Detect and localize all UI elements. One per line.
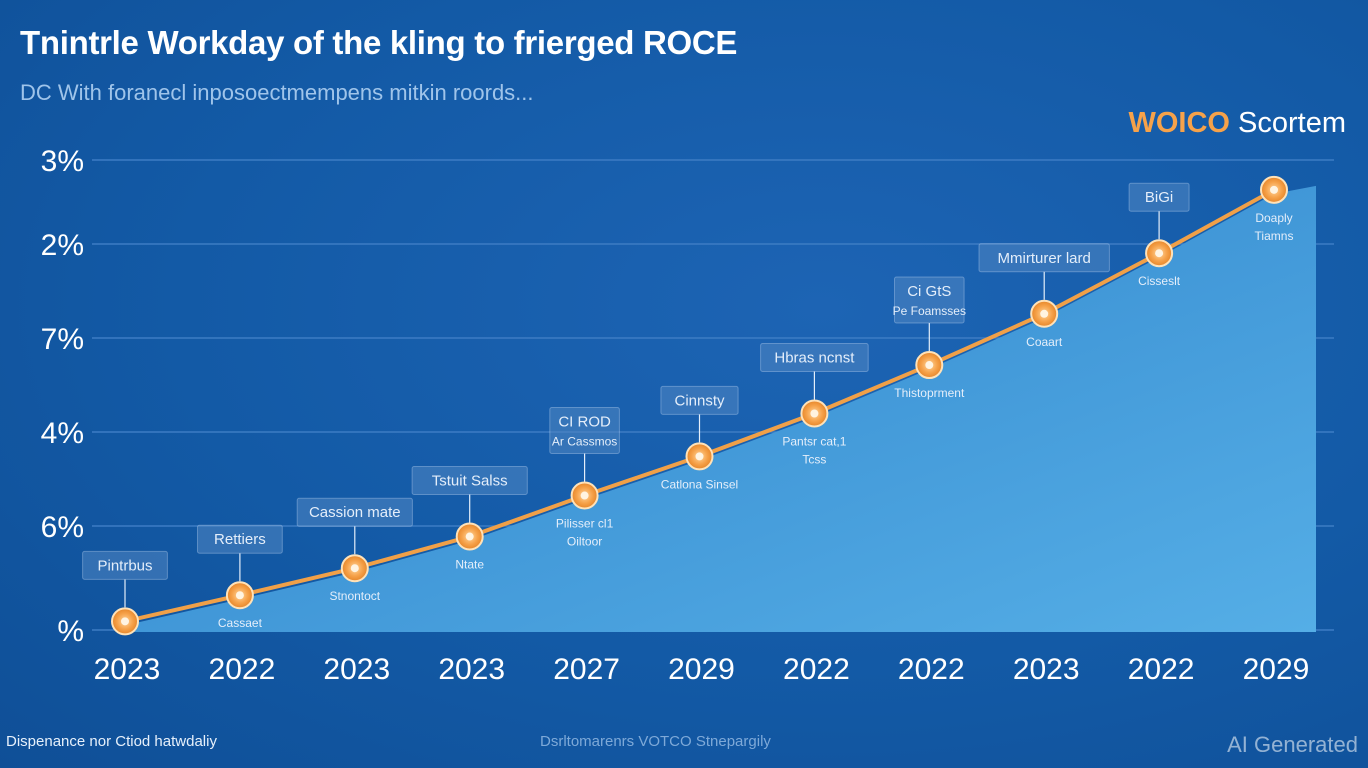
x-tick-label: 2027 (553, 653, 620, 686)
x-tick-label: 2029 (1243, 653, 1310, 686)
data-point-center (1040, 309, 1049, 318)
annotation-box (894, 276, 965, 324)
annotation-below-label: Thistoprment (894, 386, 965, 400)
annotation-below-label: Doaply (1255, 211, 1292, 225)
data-point-center (695, 452, 704, 461)
annotation-box-sublabel: Ar Cassmos (552, 435, 617, 449)
y-tick-label: 7% (41, 323, 84, 356)
data-point-center (465, 532, 474, 541)
chart-legend: WOICO Scortem (1128, 107, 1346, 140)
data-point-center (235, 591, 244, 600)
y-tick-label: % (57, 615, 84, 648)
annotation-box (82, 550, 168, 580)
x-tick-label: 2029 (668, 653, 735, 686)
annotation-box-label: Cinnsty (674, 392, 725, 409)
annotation-box-label: Ci GtS (907, 283, 951, 300)
data-point-center (121, 617, 129, 626)
x-tick-label: 2023 (1013, 653, 1080, 686)
annotation-below-label: Pilisser cl1 (556, 517, 614, 531)
annotations-group: Pintrbus Rettiers Cassaet Cassion mate Stnon… (82, 182, 1294, 630)
data-point-center (1155, 249, 1164, 258)
annotation-box-label: Hbras ncnst (774, 350, 855, 367)
chart-title: Tnintrle Workday of the kling to frierge… (20, 24, 738, 61)
data-point-center (925, 361, 934, 370)
annotation-box (197, 524, 283, 554)
x-tick-label: 2022 (209, 653, 276, 686)
ai-generated-watermark: AI Generated (1227, 732, 1358, 757)
annotation-box-label: Rettiers (214, 531, 266, 548)
annotation-box-label: Cassion mate (309, 504, 401, 521)
annotation-box-sublabel: Pe Foamsses (893, 304, 966, 318)
annotation-box (549, 407, 620, 455)
annotation-below-sublabel: Oiltoor (567, 535, 602, 549)
x-tick-label: 2022 (783, 653, 850, 686)
area-fill-group (125, 185, 1316, 632)
annotation-box (660, 385, 739, 415)
data-point-center (580, 491, 589, 500)
x-tick-label: 2022 (898, 653, 965, 686)
area-fill (125, 185, 1316, 632)
x-tick-label: 2023 (323, 653, 390, 686)
annotation-box (760, 343, 869, 373)
annotation-box-label: Tstuit Salss (432, 473, 508, 490)
annotation-below-label: Cassaet (218, 616, 263, 630)
legend-label-accent: WOICO (1128, 107, 1230, 139)
data-point-center (350, 564, 359, 573)
y-tick-label: 3% (41, 145, 84, 178)
y-tick-label: 6% (41, 511, 84, 544)
annotation-below-label: Catlona Sinsel (661, 477, 738, 491)
annotation-below-label: Pantsr cat,1 (782, 435, 846, 449)
data-points-group (111, 175, 1288, 636)
footer-center-text: Dsrltomarenrs VOTCO Stnepargily (540, 733, 771, 750)
footer-left-text: Dispenance nor Ctiod hatwdaliy (6, 733, 217, 750)
x-tick-label: 2023 (438, 653, 505, 686)
data-point-center (810, 409, 819, 418)
annotation-box (411, 466, 528, 496)
annotation-below-label: Coaart (1026, 335, 1063, 349)
annotation-below-label: Ntate (455, 558, 484, 572)
annotation-below-label: Cisseslt (1138, 274, 1181, 288)
x-axis-ticks: 2023 2022 2023 2023 2027 2029 2022 2022 2023 2022… (94, 653, 1310, 686)
annotation-box-label: BiGi (1145, 189, 1173, 206)
annotation-box (296, 497, 413, 527)
y-tick-label: 4% (41, 417, 84, 450)
data-point-center (1270, 185, 1278, 194)
legend-label-rest: Scortem (1229, 107, 1346, 139)
y-axis-ticks: 3% 2% 7% 4% 6%% (41, 145, 84, 648)
y-tick-label: 2% (41, 229, 84, 262)
annotation-box-label: CI ROD (558, 414, 611, 431)
annotation-box-label: Mmirturer lard (998, 250, 1091, 267)
annotation-below-sublabel: Tcss (802, 453, 826, 467)
annotation-below-label: Stnontoct (329, 589, 380, 603)
x-tick-label: 2022 (1128, 653, 1195, 686)
annotation-box-label: Pintrbus (97, 557, 152, 574)
x-tick-label: 2023 (94, 653, 161, 686)
annotation-box (1128, 182, 1190, 212)
annotation-below-sublabel: Tiamns (1255, 229, 1294, 243)
annotation-box (978, 243, 1110, 273)
chart-subtitle: DC With foranecl inposoectmempens mitkin… (20, 80, 534, 105)
